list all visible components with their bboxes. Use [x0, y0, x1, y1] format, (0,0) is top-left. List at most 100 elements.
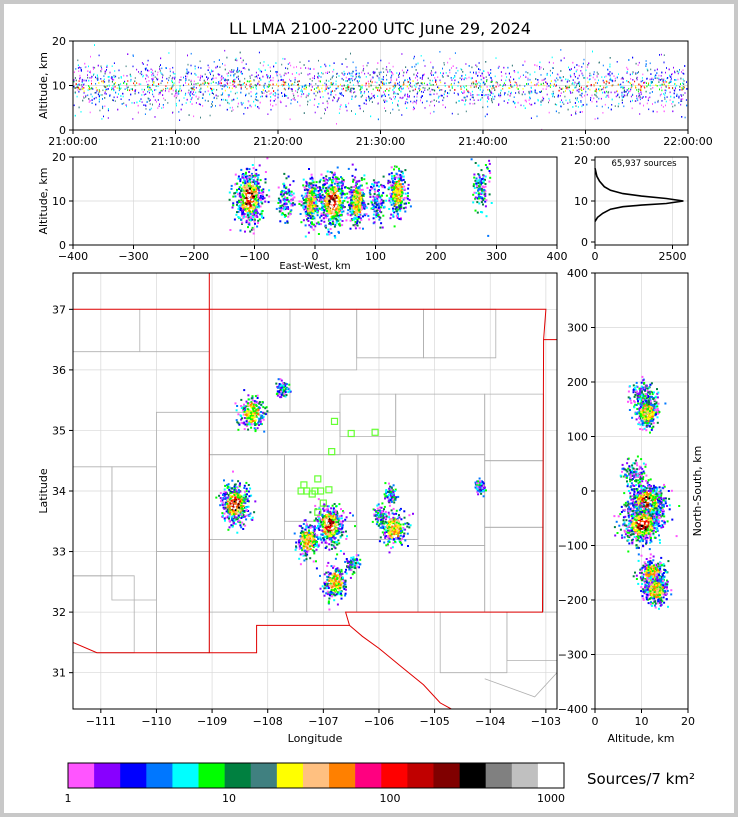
station-marker: [300, 481, 308, 489]
colorbar-swatch: [355, 763, 382, 788]
altitude-histogram-axes-frame: [594, 156, 689, 246]
colorbar-swatch: [381, 763, 408, 788]
colorbar-swatch: [511, 763, 539, 788]
station-marker: [330, 417, 339, 425]
x-axis-label: East-West, km: [279, 261, 350, 272]
ns-cluster-1: [631, 391, 667, 434]
figure-title: LL LMA 2100-2200 UTC June 29, 2024: [229, 19, 531, 38]
map-layer: [73, 273, 557, 709]
x-tick-label: 21:40:00: [458, 135, 507, 148]
time-height-scatter: [73, 44, 688, 130]
y-axis-label: North-South, km: [691, 446, 704, 537]
colorbar-swatch: [485, 763, 513, 788]
x-tick-label: −400: [58, 250, 88, 263]
y-tick-label: 0: [59, 124, 66, 137]
colorbar-swatch: [146, 763, 173, 788]
x-tick-label: 0: [592, 715, 599, 728]
y-tick-label: 10: [52, 80, 66, 93]
county-line: [395, 393, 486, 456]
station-marker: [317, 487, 325, 495]
x-tick-label: −106: [364, 715, 394, 728]
ew-cluster-3: [310, 166, 354, 239]
ns-cluster-4: [613, 499, 678, 556]
colorbar-swatch: [172, 763, 199, 788]
colorbar-swatch: [224, 763, 252, 788]
y-tick-label: −200: [558, 594, 588, 607]
x-tick-label: 300: [486, 250, 507, 263]
station-marker: [308, 490, 316, 498]
county-boundaries: [73, 308, 557, 698]
county-line: [73, 575, 135, 654]
x-tick-label: 200: [426, 250, 447, 263]
figure-canvas: LL LMA 2100-2200 UTC June 29, 2024 0 10 20…: [4, 4, 734, 813]
plan-cluster-3: [293, 519, 326, 566]
colorbar-swatch: [120, 763, 147, 788]
station-marker: [325, 486, 333, 494]
plan-cluster-7: [376, 507, 414, 554]
ew-cluster-2: [298, 168, 322, 238]
source-count-label: 65,937 sources: [611, 159, 677, 169]
x-tick-label: −111: [86, 715, 116, 728]
plan-cluster-1: [275, 378, 292, 399]
y-axis-label: Altitude, km: [37, 167, 50, 234]
county-line: [484, 672, 557, 698]
state-boundaries: [73, 273, 557, 709]
y-tick-label: 20: [574, 154, 588, 167]
y-tick-label: 32: [52, 606, 66, 619]
y-tick-label: 200: [567, 376, 588, 389]
colorbar-swatch: [302, 763, 330, 788]
county-line: [356, 308, 424, 359]
x-tick-label: −100: [239, 250, 269, 263]
county-line: [484, 393, 544, 462]
plan-cluster-10: [371, 503, 388, 529]
y-tick-label: 400: [567, 267, 588, 280]
north-south-axes-frame: [594, 272, 689, 710]
x-tick-label: 400: [547, 250, 568, 263]
y-tick-label: 35: [52, 424, 66, 437]
y-tick-label: 10: [574, 195, 588, 208]
lma-stations: [297, 417, 379, 516]
x-tick-label: −300: [118, 250, 148, 263]
x-tick-label: 21:30:00: [356, 135, 405, 148]
x-tick-label: 0: [312, 250, 319, 263]
x-tick-label: −107: [308, 715, 338, 728]
y-tick-label: 37: [52, 303, 66, 316]
colorbar-swatch: [276, 763, 304, 788]
colorbar: 1 10 100 1000: [65, 762, 565, 805]
colorbar-label: Sources/7 km²: [587, 770, 695, 788]
station-marker: [347, 429, 355, 438]
border-line-rio-grande: [349, 625, 452, 709]
y-tick-label: 0: [581, 236, 588, 249]
station-marker: [314, 508, 322, 516]
colorbar-tick-label: 1000: [537, 792, 565, 805]
ew-cluster-7: [470, 158, 493, 237]
x-tick-label: 21:20:00: [253, 135, 302, 148]
east-west-density: [228, 157, 493, 239]
x-tick-label: −108: [253, 715, 283, 728]
colorbar-swatch: [250, 763, 278, 788]
colorbar-swatch: [433, 763, 460, 788]
time-height-panel: 0 10 20 21:00:00 21:10:00 21:20:00 21:30:00 21:…: [37, 35, 713, 148]
ew-cluster-1: [275, 172, 296, 224]
y-tick-label: 36: [52, 364, 66, 377]
x-tick-label: −109: [197, 715, 227, 728]
y-tick-label: −400: [558, 703, 588, 716]
ew-cluster-4: [347, 163, 368, 230]
ew-cluster-0: [228, 157, 271, 235]
county-line: [417, 454, 486, 546]
ns-cluster-2: [619, 455, 649, 488]
altitude-histogram-line: [594, 168, 684, 222]
colorbar-swatch: [198, 763, 225, 788]
y-tick-label: −100: [558, 540, 588, 553]
ew-cluster-6: [387, 165, 412, 228]
x-tick-label: −200: [179, 250, 209, 263]
x-tick-label: −104: [475, 715, 505, 728]
north-south-panel: −400 −300 −200 −100 0 100 200 300 400 0 10 20 Altitu…: [558, 267, 704, 745]
plan-cluster-9: [474, 477, 487, 498]
state-line-nm: [208, 273, 545, 654]
plan-cluster-2: [215, 470, 257, 534]
county-line: [156, 411, 210, 552]
county-line: [439, 611, 508, 674]
x-tick-label: 0: [592, 250, 599, 263]
plan-cluster-5: [315, 557, 352, 611]
